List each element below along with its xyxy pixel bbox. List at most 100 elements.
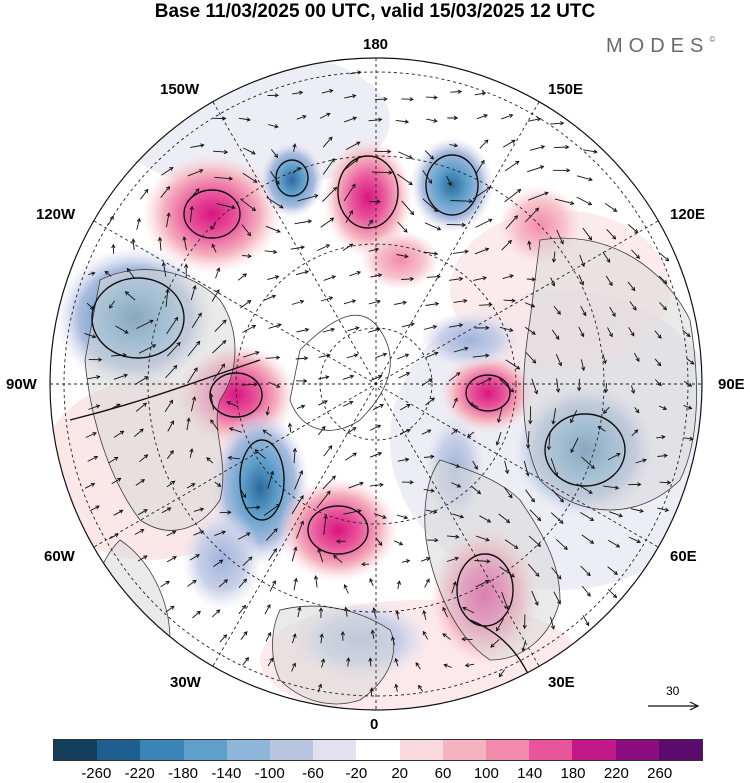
wind-arrow-head	[534, 390, 539, 395]
wind-arrow-head	[511, 139, 516, 144]
lon-label-120w: 120W	[36, 206, 76, 223]
wind-arrow	[504, 539, 518, 549]
wind-arrow-head	[182, 236, 187, 241]
wind-arrow-head	[426, 557, 431, 562]
wind-arrow	[296, 405, 305, 410]
wind-arrow-head	[453, 115, 459, 121]
wind-arrow	[263, 503, 280, 516]
colorbar-tick-label: -180	[167, 765, 199, 782]
colorbar-segment	[486, 740, 530, 760]
wind-arrow-head	[570, 448, 575, 454]
wind-arrow	[505, 215, 518, 230]
wind-arrow-head	[173, 364, 178, 370]
wind-arrow	[268, 548, 277, 561]
wind-arrow-head	[662, 406, 668, 410]
colorbar-segment	[572, 740, 616, 760]
wind-arrow	[581, 456, 595, 469]
wind-arrow	[451, 429, 458, 435]
wind-arrow	[293, 448, 296, 464]
wind-arrow-head	[430, 488, 435, 493]
wind-arrow	[294, 470, 303, 490]
wind-arrow	[111, 478, 121, 485]
anomaly-positive	[142, 154, 282, 274]
wind-arrow	[317, 684, 322, 693]
wind-arrow-head	[388, 170, 393, 175]
wind-arrow	[424, 150, 434, 160]
wind-arrow-head	[251, 207, 257, 212]
wind-arrow-head	[664, 507, 670, 513]
wind-arrow	[267, 471, 274, 489]
wind-arrow-head	[186, 417, 191, 422]
wind-arrow	[523, 460, 529, 476]
wind-arrow-head	[534, 207, 540, 212]
wind-arrow-head	[410, 322, 415, 327]
wind-arrow-head	[495, 441, 500, 446]
wind-arrow-head	[663, 453, 669, 458]
wind-arrow	[86, 302, 94, 310]
wind-arrow-head	[241, 604, 247, 610]
wind-arrow-head	[149, 319, 154, 324]
wind-arrow-head	[143, 454, 149, 459]
wind-arrow	[580, 359, 585, 371]
wind-arrow-head	[587, 201, 593, 206]
wind-arrow-head	[368, 657, 373, 662]
wind-arrow-head	[228, 427, 234, 432]
wind-arrow	[159, 237, 162, 251]
wind-arrow-head	[351, 299, 357, 304]
wind-arrow	[473, 277, 487, 281]
wind-arrow	[292, 91, 303, 95]
wind-arrow-head	[223, 579, 228, 584]
wind-arrow-head	[196, 340, 201, 346]
wind-arrow-head	[377, 273, 383, 278]
wind-arrow-head	[136, 217, 141, 223]
wind-arrow-head	[546, 446, 552, 451]
wind-arrow	[268, 124, 279, 128]
wind-arrow	[550, 122, 564, 125]
wind-arrow-head	[352, 427, 357, 432]
wind-arrow	[396, 610, 399, 620]
wind-arrow-head	[313, 575, 319, 580]
wind-arrow	[525, 352, 536, 364]
wind-arrow	[469, 402, 479, 408]
wind-arrow-head	[272, 548, 277, 553]
wind-arrow-head	[171, 480, 176, 485]
wind-arrow-head	[521, 647, 526, 652]
wind-arrow-head	[216, 609, 221, 614]
wind-arrow	[345, 141, 361, 150]
wind-arrow	[370, 424, 381, 431]
wind-arrow	[447, 535, 459, 538]
wind-arrow-head	[394, 657, 399, 663]
wind-arrow-head	[436, 226, 442, 231]
wind-arrow-head	[486, 518, 492, 523]
wind-arrow	[401, 278, 414, 280]
wind-arrow	[607, 327, 613, 337]
wind-arrow-head	[508, 494, 513, 499]
wind-arrow	[578, 274, 584, 285]
wind-arrow-head	[505, 519, 511, 524]
wind-arrow-head	[637, 482, 642, 487]
wind-arrow-head	[635, 409, 640, 414]
wind-arrow-head	[197, 312, 202, 317]
wind-arrow	[206, 457, 214, 464]
wind-arrow	[317, 244, 330, 252]
wind-arrow-head	[496, 627, 500, 632]
wind-arrow-head	[490, 643, 495, 648]
wind-arrow-head	[630, 389, 636, 394]
wind-arrow-head	[612, 235, 617, 240]
wind-arrow-head	[376, 299, 381, 304]
wind-arrow-head	[376, 327, 381, 332]
wind-arrow-head	[436, 274, 441, 279]
wind-arrow-head	[433, 95, 438, 100]
wind-arrow	[397, 354, 409, 360]
wind-arrow	[475, 160, 485, 175]
wind-arrow-head	[657, 362, 662, 367]
wind-arrow	[291, 633, 296, 644]
lon-label-90e: 90E	[718, 376, 745, 393]
wind-arrow-head	[255, 350, 260, 356]
wind-arrow-head	[544, 191, 549, 196]
wind-arrow	[166, 556, 177, 563]
wind-arrow	[293, 578, 297, 591]
wind-arrow	[371, 375, 382, 381]
wind-arrow-head	[369, 578, 374, 583]
colorbar-tick-label: 260	[647, 765, 673, 782]
